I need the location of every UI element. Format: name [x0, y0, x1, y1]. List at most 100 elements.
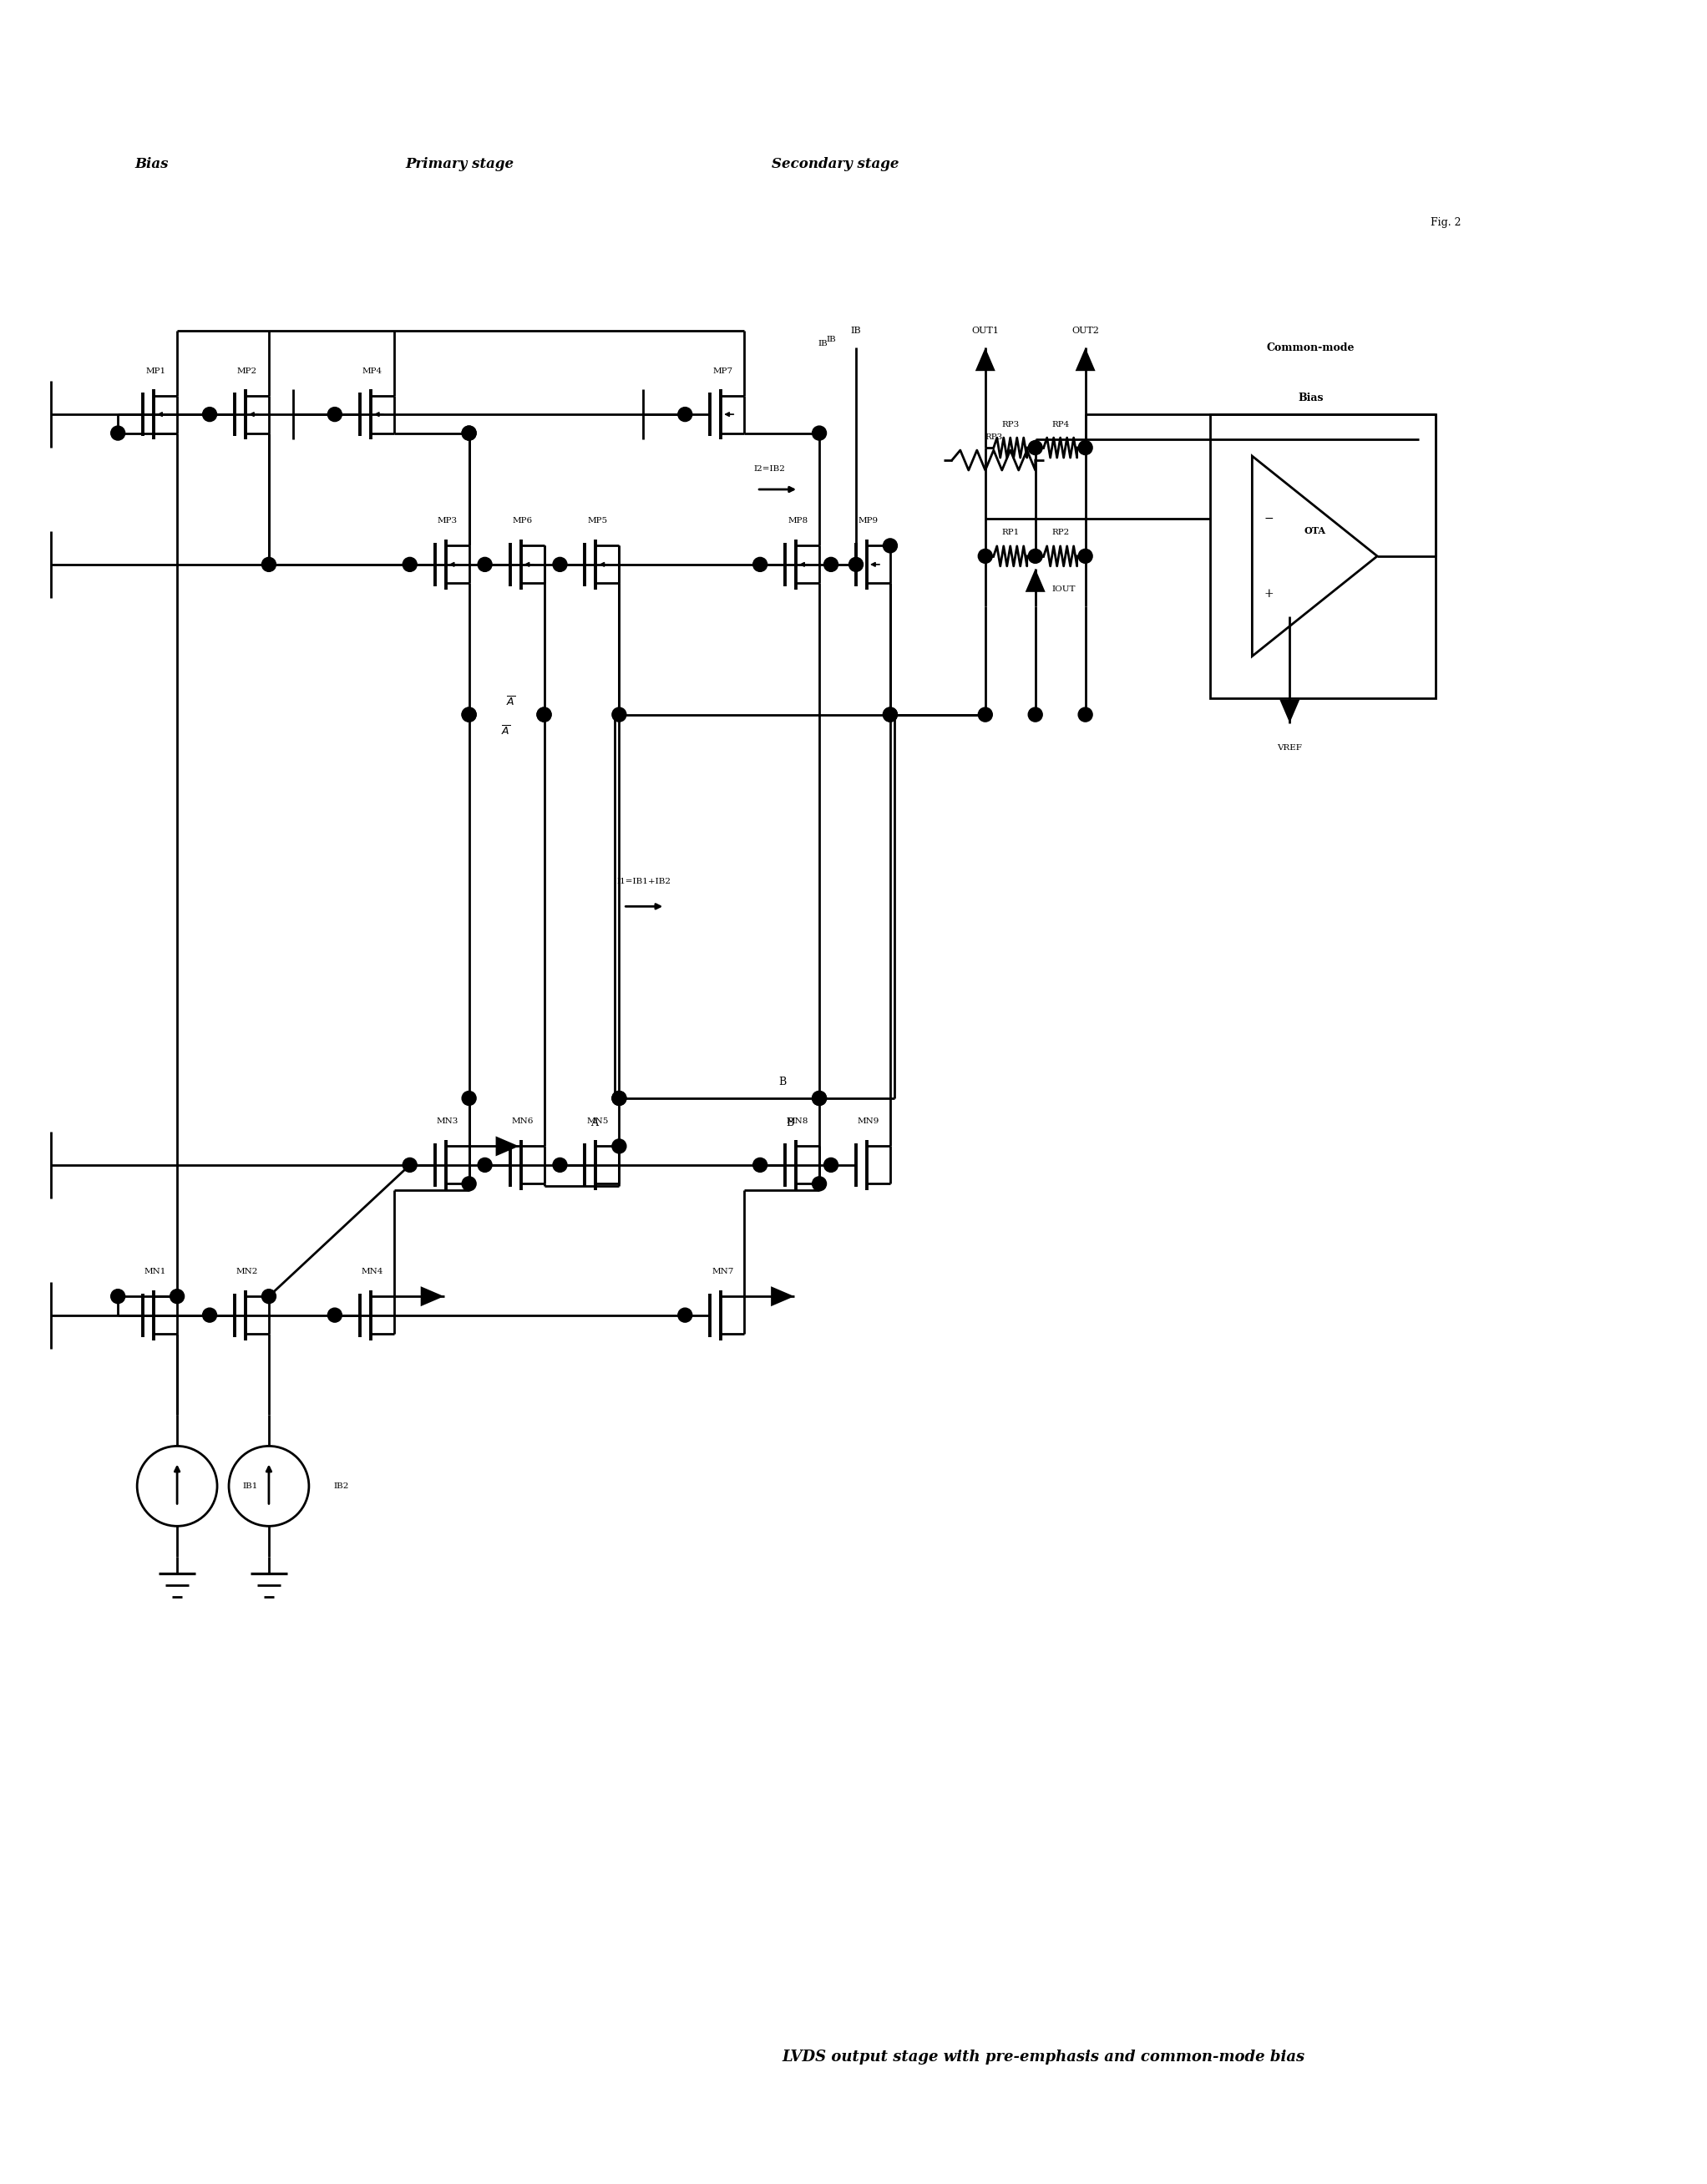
- Circle shape: [463, 1177, 476, 1190]
- Circle shape: [813, 1092, 826, 1105]
- Text: MP1: MP1: [145, 367, 166, 376]
- Circle shape: [1028, 548, 1043, 563]
- Text: IOUT: IOUT: [1052, 585, 1075, 594]
- Text: MP9: MP9: [859, 518, 879, 524]
- Text: MN3: MN3: [437, 1118, 459, 1125]
- Text: MN8: MN8: [787, 1118, 809, 1125]
- Circle shape: [678, 1308, 691, 1321]
- Circle shape: [463, 1092, 476, 1105]
- Text: +: +: [1263, 587, 1273, 598]
- Circle shape: [203, 406, 217, 422]
- Circle shape: [813, 426, 826, 441]
- Text: IB: IB: [818, 341, 828, 347]
- Circle shape: [538, 708, 551, 721]
- Circle shape: [203, 1308, 217, 1321]
- Text: IB: IB: [826, 336, 836, 343]
- Text: MN9: MN9: [857, 1118, 879, 1125]
- Text: IB: IB: [850, 328, 862, 334]
- Text: Common-mode: Common-mode: [1267, 343, 1355, 354]
- Text: $\overline{A}$: $\overline{A}$: [505, 697, 516, 708]
- Text: OTA: OTA: [1304, 526, 1326, 535]
- Circle shape: [463, 708, 476, 721]
- Polygon shape: [1026, 568, 1045, 592]
- Polygon shape: [772, 1286, 794, 1306]
- Circle shape: [463, 426, 476, 441]
- Circle shape: [328, 406, 341, 422]
- Text: RP3: RP3: [1002, 422, 1019, 428]
- Circle shape: [978, 548, 992, 563]
- Text: RP4: RP4: [1052, 422, 1069, 428]
- Circle shape: [403, 1158, 417, 1173]
- Text: RP3: RP3: [985, 432, 1002, 441]
- Circle shape: [613, 1140, 626, 1153]
- Text: MN6: MN6: [512, 1118, 533, 1125]
- Text: VREF: VREF: [1277, 745, 1302, 751]
- Circle shape: [848, 557, 864, 572]
- Circle shape: [613, 1092, 626, 1105]
- Circle shape: [478, 557, 492, 572]
- Circle shape: [753, 557, 766, 572]
- Circle shape: [403, 557, 417, 572]
- Circle shape: [978, 708, 992, 721]
- Text: MN1: MN1: [145, 1269, 167, 1275]
- Text: RP1: RP1: [1002, 529, 1019, 537]
- Text: MP4: MP4: [362, 367, 382, 376]
- Text: MP6: MP6: [512, 518, 533, 524]
- Text: IB1: IB1: [242, 1483, 258, 1489]
- Circle shape: [883, 708, 898, 721]
- Circle shape: [824, 1158, 838, 1173]
- Circle shape: [111, 1289, 125, 1304]
- Text: MN4: MN4: [362, 1269, 384, 1275]
- Circle shape: [813, 1092, 826, 1105]
- Text: Secondary stage: Secondary stage: [772, 157, 900, 170]
- Circle shape: [883, 539, 898, 553]
- Circle shape: [538, 708, 551, 721]
- Circle shape: [613, 708, 626, 721]
- Text: Primary stage: Primary stage: [406, 157, 514, 170]
- Polygon shape: [975, 347, 995, 371]
- Circle shape: [883, 708, 898, 721]
- Circle shape: [171, 1289, 184, 1304]
- Circle shape: [111, 426, 125, 441]
- Text: A: A: [591, 1118, 597, 1129]
- Circle shape: [1079, 441, 1092, 454]
- Circle shape: [1028, 708, 1043, 721]
- Circle shape: [813, 1177, 826, 1190]
- Text: OUT1: OUT1: [971, 328, 999, 334]
- Text: MP2: MP2: [237, 367, 258, 376]
- Circle shape: [328, 1308, 341, 1321]
- Polygon shape: [495, 1136, 519, 1155]
- Circle shape: [261, 557, 277, 572]
- Text: RP2: RP2: [1052, 529, 1069, 537]
- Text: OUT2: OUT2: [1072, 328, 1099, 334]
- Circle shape: [463, 708, 476, 721]
- Text: MP5: MP5: [587, 518, 608, 524]
- Text: MN5: MN5: [587, 1118, 608, 1125]
- Text: I1=IB1+IB2: I1=IB1+IB2: [616, 878, 671, 885]
- Text: I2=IB2: I2=IB2: [753, 465, 785, 472]
- Text: Fig. 2: Fig. 2: [1430, 216, 1461, 227]
- Polygon shape: [1075, 347, 1096, 371]
- Circle shape: [678, 406, 691, 422]
- Circle shape: [1028, 441, 1043, 454]
- Text: Bias: Bias: [135, 157, 169, 170]
- Text: B: B: [778, 1077, 785, 1088]
- Text: MN2: MN2: [236, 1269, 258, 1275]
- Circle shape: [753, 1158, 766, 1173]
- Circle shape: [478, 1158, 492, 1173]
- Text: LVDS output stage with pre-emphasis and common-mode bias: LVDS output stage with pre-emphasis and …: [782, 2051, 1306, 2064]
- Polygon shape: [1280, 699, 1299, 723]
- Circle shape: [553, 1158, 567, 1173]
- Circle shape: [824, 557, 838, 572]
- Circle shape: [261, 1289, 277, 1304]
- Circle shape: [553, 557, 567, 572]
- Text: IB2: IB2: [335, 1483, 350, 1489]
- Circle shape: [1079, 548, 1092, 563]
- Text: MN7: MN7: [712, 1269, 734, 1275]
- Circle shape: [613, 1092, 626, 1105]
- Polygon shape: [420, 1286, 444, 1306]
- Circle shape: [463, 426, 476, 441]
- Text: Bias: Bias: [1297, 393, 1323, 404]
- Circle shape: [1079, 708, 1092, 721]
- Text: $\overline{A}$: $\overline{A}$: [502, 725, 510, 738]
